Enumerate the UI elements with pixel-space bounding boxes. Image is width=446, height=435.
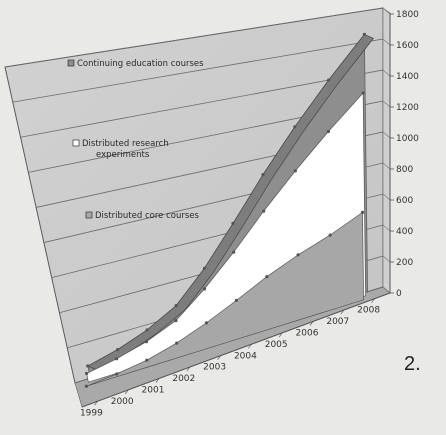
data-point <box>85 371 89 376</box>
x-tick <box>309 321 314 326</box>
x-tick-label: 2002 <box>172 374 195 384</box>
data-point <box>145 358 149 362</box>
gridline-side <box>382 131 391 139</box>
series-2 <box>84 210 365 388</box>
series-layer <box>84 32 374 388</box>
data-point <box>115 357 119 361</box>
category-axis: 1999 2000 2001 2002 2003 2004 2005 2006 2007 2008 <box>80 298 380 418</box>
legend-label: Distributed core courses <box>95 211 199 221</box>
legend-swatch <box>85 211 93 219</box>
data-point <box>116 348 120 352</box>
data-point <box>202 266 206 270</box>
x-tick <box>340 309 345 315</box>
data-point <box>174 319 178 323</box>
legend: Continuing education courses Distributed … <box>67 59 204 221</box>
legend-item: Distributed research experiments <box>72 139 169 160</box>
x-tick <box>94 401 98 406</box>
x-tick-label: 1999 <box>80 408 103 418</box>
value-axis: 0 200 400 600 800 1000 1200 1400 1600 1800 <box>390 10 419 299</box>
x-tick-label: 2003 <box>203 363 226 373</box>
legend-label: Distributed research experiments <box>82 139 169 160</box>
data-point <box>175 341 179 345</box>
gridline-side <box>382 193 391 201</box>
y-tick-label: 400 <box>396 227 413 237</box>
y-tick-label: 200 <box>396 258 413 268</box>
gridline <box>4 7 384 68</box>
data-point <box>265 275 269 279</box>
data-point <box>86 364 90 368</box>
figure-number: 2. <box>404 353 421 375</box>
y-tick-label: 1000 <box>396 134 419 144</box>
gridline-side <box>382 7 391 15</box>
gridline-side <box>382 255 391 263</box>
gridline-side <box>382 162 391 170</box>
data-point <box>234 298 238 302</box>
data-point <box>261 173 265 177</box>
data-point <box>231 221 235 225</box>
y-tick-label: 600 <box>396 196 413 206</box>
series-area <box>86 211 364 387</box>
legend-label: Continuing education courses <box>77 59 204 69</box>
data-point <box>327 78 331 82</box>
data-point <box>202 287 207 291</box>
data-point <box>262 209 266 213</box>
y-tick-label: 800 <box>396 165 413 175</box>
data-point <box>296 253 300 257</box>
data-point <box>362 32 366 37</box>
x-tick <box>155 378 160 383</box>
x-tick <box>217 355 221 360</box>
x-tick-label: 2006 <box>296 329 319 339</box>
x-tick-label: 2007 <box>326 317 349 327</box>
x-tick <box>186 366 191 372</box>
legend-item: Continuing education courses <box>67 59 204 69</box>
data-point <box>326 129 330 134</box>
data-point <box>293 169 297 173</box>
gridline-side <box>382 69 391 77</box>
data-point <box>84 384 88 388</box>
category-axis-line <box>81 292 391 408</box>
x-tick-label: 2005 <box>265 340 288 350</box>
x-tick-label: 2004 <box>234 351 257 361</box>
x-tick <box>278 332 283 338</box>
x-tick-label: 2000 <box>111 397 134 407</box>
data-point <box>328 233 332 237</box>
legend-swatch <box>67 59 75 67</box>
data-point <box>174 304 178 308</box>
series-edge <box>87 33 374 371</box>
y-tick-label: 1200 <box>396 103 419 113</box>
data-point <box>232 250 236 254</box>
gridline-side <box>382 38 391 46</box>
side-wall <box>382 7 391 294</box>
x-tick-label: 2008 <box>357 306 380 316</box>
legend-swatch <box>72 139 80 147</box>
data-point <box>115 372 119 376</box>
x-tick <box>124 389 129 395</box>
gridline-side <box>382 224 391 232</box>
x-tick <box>371 298 375 303</box>
y-tick-label: 1400 <box>396 72 419 82</box>
legend-item: Distributed core courses <box>85 211 199 221</box>
data-point <box>144 340 148 344</box>
gridline <box>12 38 384 103</box>
y-tick-label: 0 <box>396 289 402 299</box>
data-point <box>361 91 365 95</box>
data-point <box>204 321 208 325</box>
y-tick-label: 1600 <box>396 41 419 51</box>
data-point <box>145 328 149 332</box>
gridline <box>20 69 384 138</box>
gridline-side <box>382 286 391 294</box>
x-tick <box>248 344 252 349</box>
y-tick-label: 1800 <box>396 10 419 20</box>
data-point <box>360 210 365 214</box>
data-point <box>293 125 297 129</box>
x-tick-label: 2001 <box>142 386 165 396</box>
gridline-side <box>382 100 391 108</box>
